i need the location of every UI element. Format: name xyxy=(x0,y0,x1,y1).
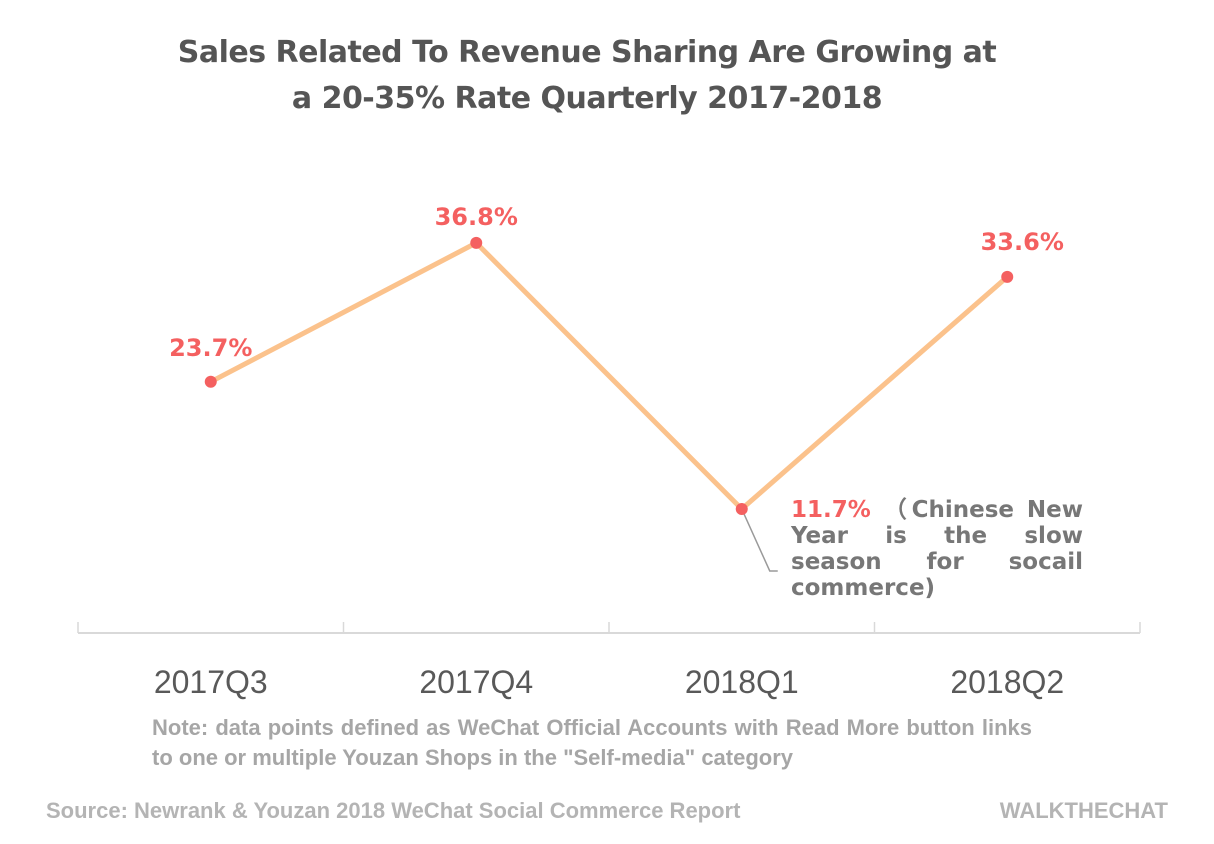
x-axis xyxy=(77,622,1141,634)
x-tick-labels: 2017Q3 2017Q4 2018Q1 2018Q2 xyxy=(154,664,1064,700)
x-tick-label-2017q3: 2017Q3 xyxy=(154,664,268,700)
data-point-2017q3 xyxy=(204,375,217,388)
annotation-2018q1: 11.7% （Chinese New Year is the slow seas… xyxy=(791,497,1083,601)
annotation-text: （Chinese New Year is the slow season for… xyxy=(791,497,1083,601)
series-line-path xyxy=(209,239,1009,513)
chart-title-line-1: Sales Related To Revenue Sharing Are Gro… xyxy=(177,35,997,70)
annotation-value-label: 11.7% xyxy=(791,497,871,523)
data-labels: 23.7% 36.8% 33.6% xyxy=(169,203,1064,362)
chart-title-line-2: a 20-35% Rate Quarterly 2017-2018 xyxy=(291,81,883,116)
annotation-leader-line xyxy=(741,508,778,572)
data-label-2017q4: 36.8% xyxy=(435,203,518,231)
footnote: Note: data points defined as WeChat Offi… xyxy=(152,715,1032,770)
data-point-2017q4 xyxy=(470,236,483,249)
x-tick-label-2017q4: 2017Q4 xyxy=(419,664,533,700)
x-tick-label-2018q1: 2018Q1 xyxy=(685,664,799,700)
series-line xyxy=(209,239,1009,513)
data-label-2018q2: 33.6% xyxy=(981,228,1064,256)
x-tick-label-2018q2: 2018Q2 xyxy=(950,664,1064,700)
series-markers xyxy=(204,236,1014,515)
data-point-2018q1 xyxy=(735,502,748,515)
brand-logo-text: WALKTHECHAT xyxy=(999,798,1168,823)
data-label-2017q3: 23.7% xyxy=(169,334,252,362)
source-text: Source: Newrank & Youzan 2018 WeChat Soc… xyxy=(46,798,741,823)
chart-title: Sales Related To Revenue Sharing Are Gro… xyxy=(0,30,1174,122)
data-point-2018q2 xyxy=(1001,270,1014,283)
annotation-leader xyxy=(741,508,778,572)
